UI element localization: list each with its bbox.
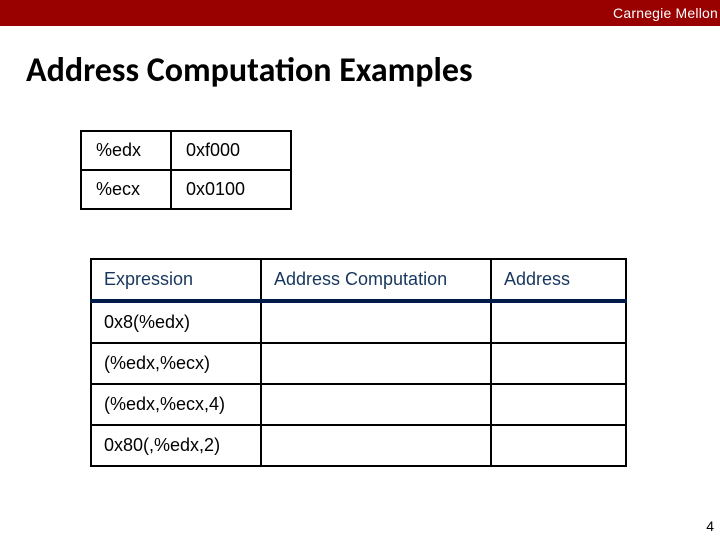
register-name: %edx [81, 131, 171, 170]
page-number: 4 [706, 518, 714, 534]
table-row: (%edx,%ecx,4) [91, 384, 626, 425]
register-name: %ecx [81, 170, 171, 209]
cell-address [491, 301, 626, 343]
cell-computation [261, 384, 491, 425]
cell-address [491, 384, 626, 425]
computation-table: Expression Address Computation Address 0… [90, 258, 627, 467]
slide: Carnegie Mellon Address Computation Exam… [0, 0, 720, 540]
cell-expression: (%edx,%ecx,4) [91, 384, 261, 425]
cell-expression: 0x8(%edx) [91, 301, 261, 343]
header-bar: Carnegie Mellon [0, 0, 720, 26]
table-row: (%edx,%ecx) [91, 343, 626, 384]
table-row: 0x80(,%edx,2) [91, 425, 626, 466]
col-header-address: Address [491, 259, 626, 301]
cell-expression: 0x80(,%edx,2) [91, 425, 261, 466]
cell-expression: (%edx,%ecx) [91, 343, 261, 384]
register-value: 0x0100 [171, 170, 291, 209]
cell-address [491, 343, 626, 384]
page-title: Address Computation Examples [26, 50, 473, 91]
table-row: 0x8(%edx) [91, 301, 626, 343]
register-value: 0xf000 [171, 131, 291, 170]
table-header-row: Expression Address Computation Address [91, 259, 626, 301]
cell-computation [261, 425, 491, 466]
register-table: %edx 0xf000 %ecx 0x0100 [80, 130, 292, 210]
col-header-expression: Expression [91, 259, 261, 301]
cell-computation [261, 301, 491, 343]
cell-address [491, 425, 626, 466]
table-row: %edx 0xf000 [81, 131, 291, 170]
table-row: %ecx 0x0100 [81, 170, 291, 209]
cell-computation [261, 343, 491, 384]
col-header-computation: Address Computation [261, 259, 491, 301]
brand-text: Carnegie Mellon [613, 5, 718, 21]
